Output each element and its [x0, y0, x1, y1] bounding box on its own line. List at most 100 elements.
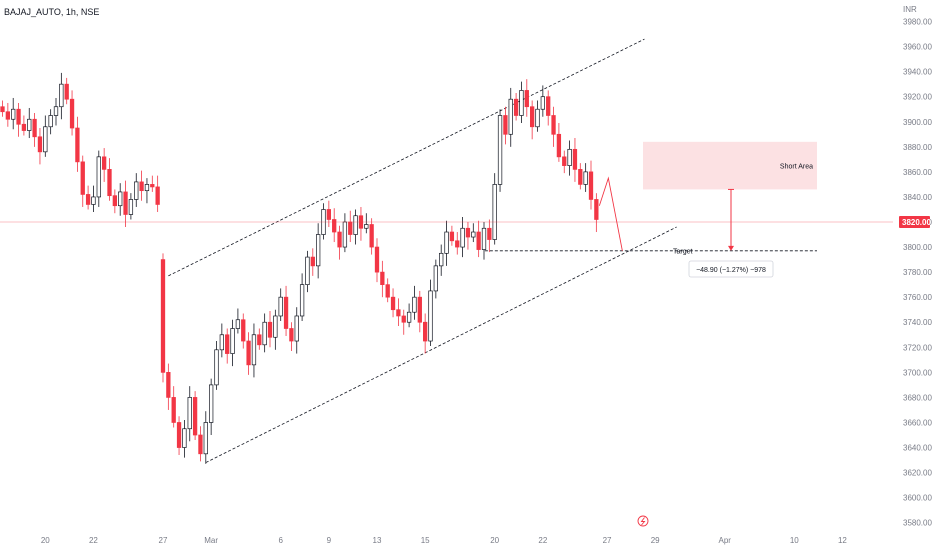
candle — [59, 72, 64, 120]
candle-body — [444, 231, 449, 254]
candle — [123, 180, 128, 228]
lightning-icon — [637, 515, 649, 527]
candle — [21, 115, 27, 136]
candle-body — [235, 319, 241, 329]
candle — [294, 307, 299, 354]
candle — [64, 77, 69, 105]
candle-body — [278, 296, 283, 317]
y-tick-label: 3720.00 — [903, 343, 932, 352]
candle-body — [556, 133, 562, 158]
candle-body — [487, 227, 492, 240]
candle — [529, 100, 535, 140]
candle — [155, 175, 160, 212]
candle — [27, 107, 32, 139]
candle-body — [225, 334, 230, 354]
candle-body — [192, 397, 198, 436]
annotations: Target −48.90 (−1.27%) −978 — [0, 176, 893, 278]
candle — [567, 140, 572, 176]
candle — [433, 259, 438, 299]
candle — [192, 391, 198, 441]
candle — [91, 185, 96, 212]
current-price-tag-bg — [899, 216, 930, 228]
y-tick-label: 3700.00 — [903, 368, 932, 377]
x-tick-label: 20 — [41, 536, 50, 545]
candle — [342, 213, 348, 253]
candle — [144, 178, 150, 204]
candle-body — [428, 290, 433, 342]
candle-body — [417, 296, 422, 323]
candle-body — [48, 115, 53, 128]
candle-body — [540, 96, 545, 110]
candle-body — [32, 118, 37, 138]
candle-body — [423, 321, 428, 342]
x-tick-label: 27 — [603, 536, 612, 545]
candle-body — [374, 246, 380, 273]
candle-body — [342, 221, 348, 248]
candle-body — [43, 126, 48, 153]
current-price-tag: 3820.00 — [899, 216, 931, 228]
candle — [326, 200, 331, 228]
short-area-zone: Short Area — [643, 141, 817, 190]
x-tick-label: 20 — [490, 536, 499, 545]
candle-body — [524, 90, 529, 108]
candle — [401, 309, 406, 335]
price-axis[interactable]: 3980.00 3960.00 3940.00 3920.00 3900.00 3880.… — [899, 18, 932, 528]
candle — [273, 309, 278, 350]
candle — [310, 248, 315, 276]
candle — [305, 250, 310, 293]
candle — [69, 90, 75, 136]
measure-label: −48.90 (−1.27%) −978 — [696, 267, 766, 274]
short-area-label: Short Area — [780, 164, 813, 171]
candle-body — [353, 215, 358, 235]
candle-body — [241, 319, 246, 342]
candle — [476, 220, 481, 258]
candle-body — [385, 284, 390, 298]
candle — [562, 150, 567, 174]
y-tick-label: 3760.00 — [903, 293, 932, 302]
candle-body — [37, 136, 43, 153]
candle-body — [348, 221, 353, 235]
candle-body — [96, 156, 101, 198]
candle — [406, 303, 412, 328]
candle-body — [439, 252, 444, 267]
candle-body — [503, 115, 508, 135]
candle — [535, 100, 540, 132]
candle — [278, 288, 283, 321]
candle — [390, 288, 396, 318]
channel-upper-line — [168, 38, 645, 277]
candle-body — [166, 372, 171, 398]
candle-body — [551, 115, 556, 135]
candle-body — [262, 321, 267, 346]
candle-body — [16, 108, 21, 125]
candle-body — [198, 434, 203, 455]
candle-body — [257, 334, 262, 346]
y-tick-label: 3600.00 — [903, 494, 932, 503]
candle-body — [465, 227, 471, 238]
x-tick-label: 13 — [373, 536, 382, 545]
current-price-value: 3820.00 — [902, 218, 931, 227]
candle-body — [123, 191, 128, 215]
candle — [257, 328, 262, 350]
candle — [267, 310, 273, 348]
lightning-icon-bolt — [640, 517, 646, 526]
y-tick-label: 3780.00 — [903, 268, 932, 277]
candle — [572, 138, 578, 182]
candle — [337, 225, 342, 260]
candle-body — [144, 184, 150, 192]
candle-body — [332, 219, 337, 233]
candle-body — [401, 315, 406, 323]
candle-body — [562, 156, 567, 166]
y-tick-label: 3880.00 — [903, 143, 932, 152]
candle-body — [572, 148, 578, 170]
candle-body — [160, 259, 166, 373]
candle-body — [588, 171, 594, 200]
candle — [396, 298, 401, 326]
candle-body — [64, 83, 69, 100]
candle — [460, 216, 465, 258]
candle — [241, 313, 246, 349]
candle — [444, 220, 449, 266]
candle-body — [107, 169, 112, 197]
candle-body — [230, 328, 235, 354]
time-axis[interactable]: 20 22 27 Mar 6 9 13 15 20 22 27 29 Apr 10 12 — [41, 515, 848, 545]
